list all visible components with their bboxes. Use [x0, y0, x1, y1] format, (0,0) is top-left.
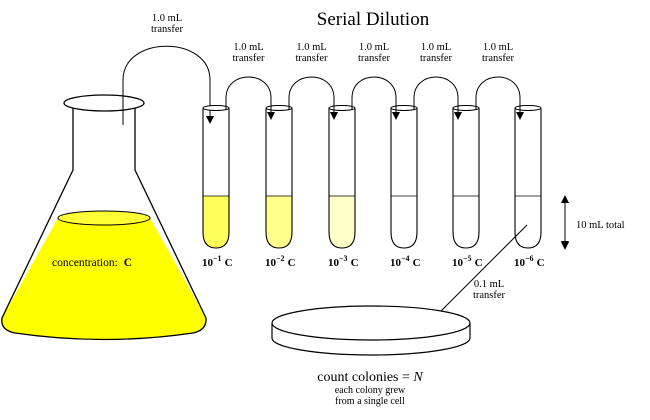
tube-liquid — [391, 196, 417, 248]
tube-glass — [390, 108, 418, 249]
tube-mouth — [265, 105, 293, 111]
volume-label: 10 mL total — [576, 220, 625, 231]
tube-label-symbol: C — [351, 257, 359, 269]
tube-transfer-word: transfer — [482, 53, 515, 64]
tube-liquid — [453, 196, 479, 248]
tube-label-base: 10 — [514, 257, 526, 269]
tube-mouth — [202, 105, 230, 111]
plate-caption-line2: from a single cell — [335, 396, 405, 407]
tube-transfer-amount: 1.0 mL — [296, 42, 326, 53]
test-tube: 10−5 C — [452, 105, 483, 269]
tube-mouth — [514, 105, 542, 111]
flask-liquid-surface — [57, 210, 151, 226]
tube-concentration-label: 10−6 C — [514, 254, 545, 269]
tube-transfer-amount: 1.0 mL — [483, 42, 513, 53]
tube-concentration-label: 10−4 C — [390, 254, 421, 269]
tube-glass — [265, 108, 293, 249]
erlenmeyer-flask: concentration: C — [1, 94, 207, 341]
tube-label-exponent: −5 — [463, 254, 472, 263]
tube-label-base: 10 — [452, 257, 464, 269]
tube-transfer-line — [413, 76, 462, 120]
first-transfer-amount: 1.0 mL — [152, 13, 182, 24]
test-tube: 10−4 C — [390, 105, 421, 269]
tube-glass — [514, 108, 542, 249]
count-colonies-label: count colonies = N — [317, 370, 423, 385]
tube-label-base: 10 — [202, 257, 214, 269]
plate-transfer: 0.1 mL transfer — [430, 224, 528, 322]
tube-glass — [202, 108, 230, 249]
tube-transfer-line — [475, 76, 524, 120]
petri-dish-lid — [271, 305, 471, 341]
tube-label-base: 10 — [265, 257, 277, 269]
tube-concentration-label: 10−1 C — [202, 254, 233, 269]
first-transfer-pipette-line — [122, 45, 214, 125]
tube-mouth — [452, 105, 480, 111]
tube-concentration-label: 10−5 C — [452, 254, 483, 269]
tube-transfer-line — [288, 76, 338, 120]
tube-label-exponent: −1 — [213, 254, 222, 263]
tube-label-exponent: −4 — [401, 254, 410, 263]
tube-glass — [328, 108, 356, 249]
tube-label-symbol: C — [288, 257, 296, 269]
plate-transfer-amount: 0.1 mL — [474, 279, 504, 290]
test-tubes: 10−1 C 10−2 C 10−3 C 10−4 C 10−5 C 10−6 C — [202, 105, 545, 269]
tube-label-exponent: −6 — [525, 254, 534, 263]
tube-label-exponent: −3 — [339, 254, 348, 263]
test-tube: 10−1 C — [202, 105, 233, 269]
tube-transfer-word: transfer — [358, 53, 391, 64]
plate-caption-line1: each colony grew — [335, 385, 406, 396]
tube-liquid — [515, 196, 541, 248]
volume-arrow-up-icon — [561, 195, 569, 203]
diagram-title: Serial Dilution — [317, 9, 430, 30]
test-tube: 10−6 C — [514, 105, 545, 269]
tube-transfer-line — [225, 76, 275, 120]
tube-label-symbol: C — [413, 257, 421, 269]
first-transfer: 1.0 mL transfer — [122, 13, 214, 125]
tube-transfer-word: transfer — [232, 53, 265, 64]
tube-transfer-amount: 1.0 mL — [359, 42, 389, 53]
flask-liquid — [1, 218, 207, 340]
tube-label-base: 10 — [328, 257, 340, 269]
tube-concentration-label: 10−3 C — [328, 254, 359, 269]
volume-indicator: 10 mL total — [561, 195, 625, 250]
plate-transfer-arrow — [430, 224, 528, 322]
tube-label-symbol: C — [225, 257, 233, 269]
petri-dish: count colonies = N each colony grew from… — [271, 305, 471, 407]
tube-liquid — [203, 196, 229, 248]
flask-concentration-label: concentration: C — [52, 257, 132, 269]
plate-transfer-word: transfer — [473, 290, 506, 301]
tube-liquid — [329, 196, 355, 248]
tube-transfer-amount: 1.0 mL — [421, 42, 451, 53]
tube-transfer-line — [351, 76, 400, 120]
tube-glass — [452, 108, 480, 249]
tube-label-base: 10 — [390, 257, 402, 269]
volume-arrow-down-icon — [561, 241, 569, 249]
tube-label-exponent: −2 — [276, 254, 285, 263]
test-tube: 10−2 C — [265, 105, 296, 269]
tube-mouth — [390, 105, 418, 111]
tube-transfer-amount: 1.0 mL — [233, 42, 263, 53]
flask-mouth — [63, 94, 145, 112]
tube-transfer-word: transfer — [420, 53, 453, 64]
tube-concentration-label: 10−2 C — [265, 254, 296, 269]
tube-transfer-word: transfer — [295, 53, 328, 64]
test-tube: 10−3 C — [328, 105, 359, 269]
first-transfer-word: transfer — [151, 24, 184, 35]
tube-label-symbol: C — [475, 257, 483, 269]
tube-liquid — [266, 196, 292, 248]
flask-outline — [1, 103, 207, 341]
tube-mouth — [328, 105, 356, 111]
tube-label-symbol: C — [537, 257, 545, 269]
